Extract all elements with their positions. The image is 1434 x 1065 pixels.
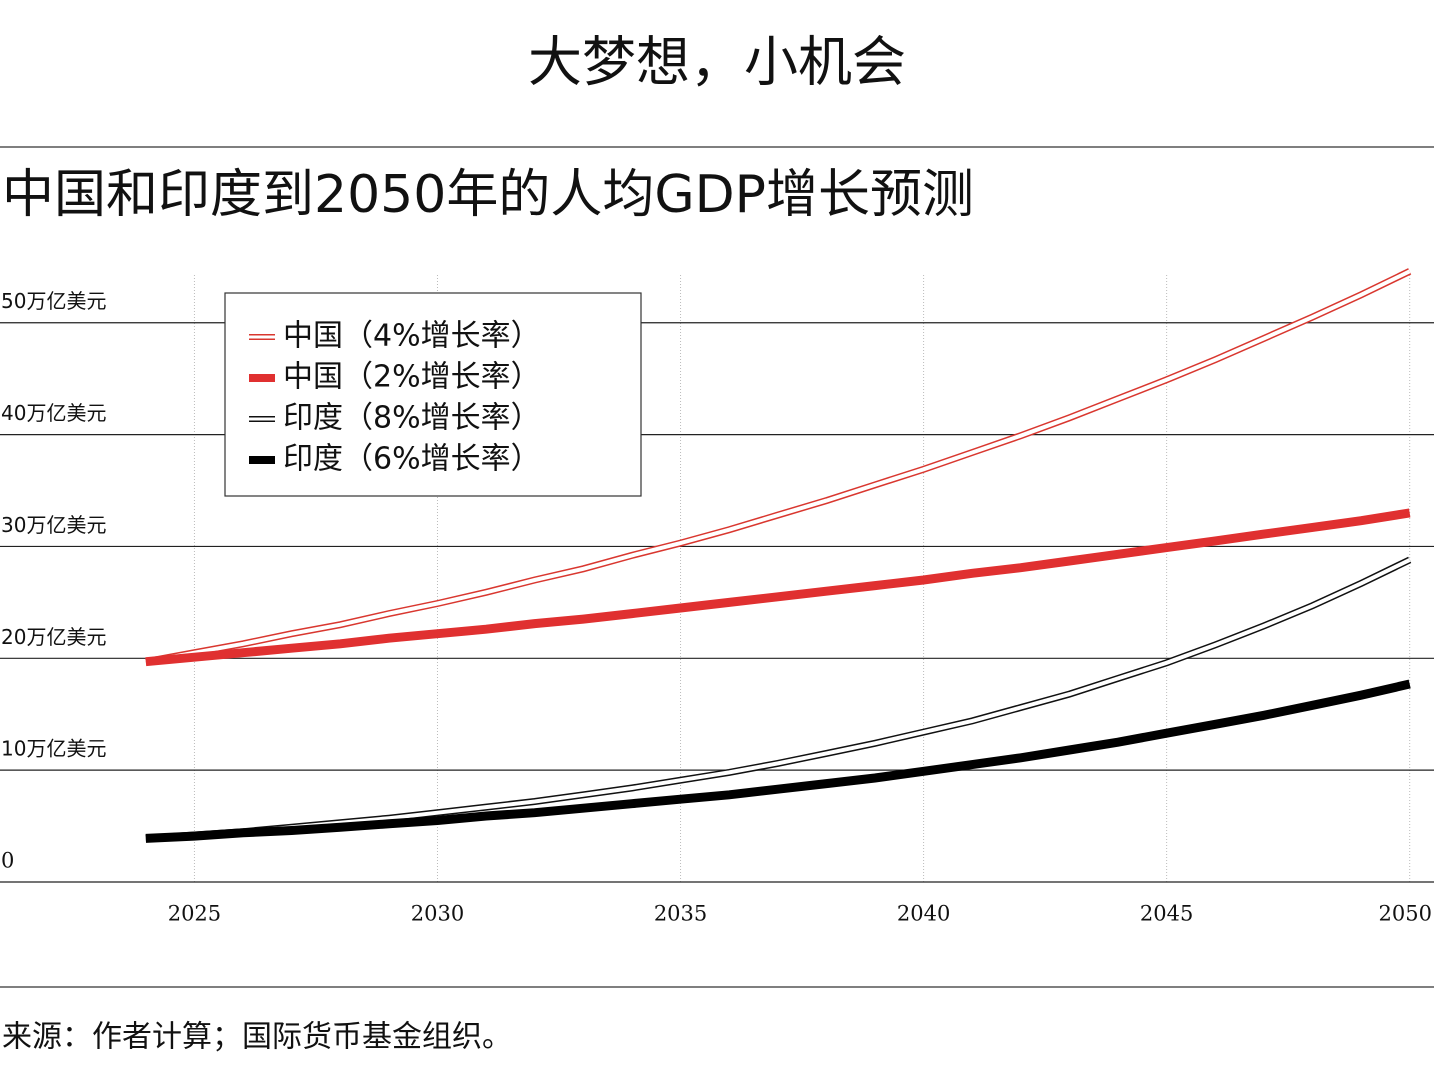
x-tick-label: 2025 <box>168 902 221 926</box>
x-tick-label: 2045 <box>1140 902 1193 926</box>
line <box>145 679 1411 843</box>
legend-label: 中国（2%增长率） <box>283 360 541 395</box>
line-inner <box>145 269 1411 664</box>
y-tick-label: 30万亿美元 <box>1 513 106 537</box>
x-tick-label: 2050 <box>1379 902 1432 926</box>
legend-box <box>224 292 642 497</box>
x-tick-label: 2040 <box>897 902 950 926</box>
source: 来源：作者计算；国际货币基金组织。 <box>2 1020 512 1055</box>
y-tick-label: 40万亿美元 <box>1 401 106 425</box>
legend-label: 印度（6%增长率） <box>283 442 541 477</box>
y-tick-label: 10万亿美元 <box>1 737 106 761</box>
x-tick-label: 2035 <box>654 902 707 926</box>
legend-label: 印度（8%增长率） <box>283 401 541 436</box>
y-tick-label: 50万亿美元 <box>1 289 106 313</box>
chart-title: 大梦想，小机会 <box>528 31 906 94</box>
y-tick-label: 20万亿美元 <box>1 625 106 649</box>
chart-subtitle: 中国和印度到2050年的人均GDP增长预测 <box>2 165 974 225</box>
line-inner <box>145 558 1411 841</box>
line <box>145 556 1412 842</box>
y-tick-label: 0 <box>1 849 14 873</box>
legend-label: 中国（4%增长率） <box>283 319 541 354</box>
x-tick-label: 2030 <box>411 902 464 926</box>
line <box>145 508 1411 667</box>
